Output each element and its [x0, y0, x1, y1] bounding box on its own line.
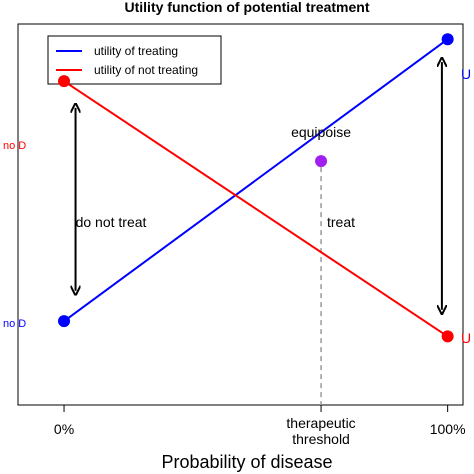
- left-label-red: no D: [3, 140, 26, 152]
- point-not-treating-0: [58, 75, 71, 88]
- point-treating-1: [441, 33, 454, 46]
- x-tick-label-0: 0%: [54, 421, 74, 437]
- threshold-label-line1: therapeutic: [286, 415, 355, 431]
- threshold-label-line2: threshold: [292, 431, 350, 447]
- right-label-red: U: [461, 330, 471, 346]
- point-not-treating-1: [441, 330, 454, 343]
- chart-title: Utility function of potential treatment: [125, 0, 370, 15]
- point-treating-0: [58, 315, 71, 328]
- legend: utility of treating utility of not treat…: [47, 35, 222, 85]
- point-equipoise: [315, 155, 328, 168]
- legend-box: [47, 35, 222, 85]
- series-line-not-treating: [63, 80, 449, 338]
- legend-label-treating: utility of treating: [94, 44, 178, 58]
- series-line-treating: [63, 38, 449, 322]
- legend-label-not-treating: utility of not treating: [94, 63, 198, 77]
- x-axis-label: Probability of disease: [161, 452, 332, 472]
- plot-frame: [17, 23, 464, 406]
- annotation-treat: treat: [327, 214, 355, 230]
- x-tick-label-1: 100%: [430, 421, 466, 437]
- annotation-do-not-treat: do not treat: [76, 214, 147, 230]
- right-label-blue: U: [461, 66, 471, 82]
- annotation-equipoise: equipoise: [291, 124, 351, 140]
- left-label-blue: no D: [3, 318, 26, 330]
